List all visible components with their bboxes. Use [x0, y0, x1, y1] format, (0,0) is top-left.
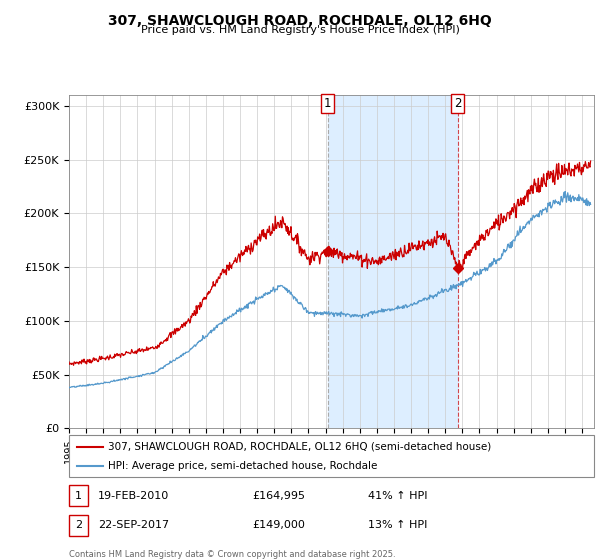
- FancyBboxPatch shape: [69, 486, 88, 506]
- Text: 307, SHAWCLOUGH ROAD, ROCHDALE, OL12 6HQ (semi-detached house): 307, SHAWCLOUGH ROAD, ROCHDALE, OL12 6HQ…: [109, 442, 491, 452]
- Text: 13% ↑ HPI: 13% ↑ HPI: [368, 520, 428, 530]
- Text: 2: 2: [454, 97, 461, 110]
- Text: 2: 2: [75, 520, 82, 530]
- Text: 41% ↑ HPI: 41% ↑ HPI: [368, 491, 428, 501]
- Text: Contains HM Land Registry data © Crown copyright and database right 2025.
This d: Contains HM Land Registry data © Crown c…: [69, 550, 395, 560]
- Text: £164,995: £164,995: [253, 491, 306, 501]
- Text: Price paid vs. HM Land Registry's House Price Index (HPI): Price paid vs. HM Land Registry's House …: [140, 25, 460, 35]
- Text: 1: 1: [75, 491, 82, 501]
- FancyBboxPatch shape: [69, 435, 594, 477]
- Bar: [328, 95, 458, 428]
- FancyBboxPatch shape: [69, 515, 88, 536]
- Text: 307, SHAWCLOUGH ROAD, ROCHDALE, OL12 6HQ: 307, SHAWCLOUGH ROAD, ROCHDALE, OL12 6HQ: [108, 14, 492, 28]
- Text: 1: 1: [324, 97, 331, 110]
- Text: 22-SEP-2017: 22-SEP-2017: [98, 520, 169, 530]
- Text: £149,000: £149,000: [253, 520, 305, 530]
- Text: HPI: Average price, semi-detached house, Rochdale: HPI: Average price, semi-detached house,…: [109, 461, 378, 471]
- Text: 19-FEB-2010: 19-FEB-2010: [98, 491, 169, 501]
